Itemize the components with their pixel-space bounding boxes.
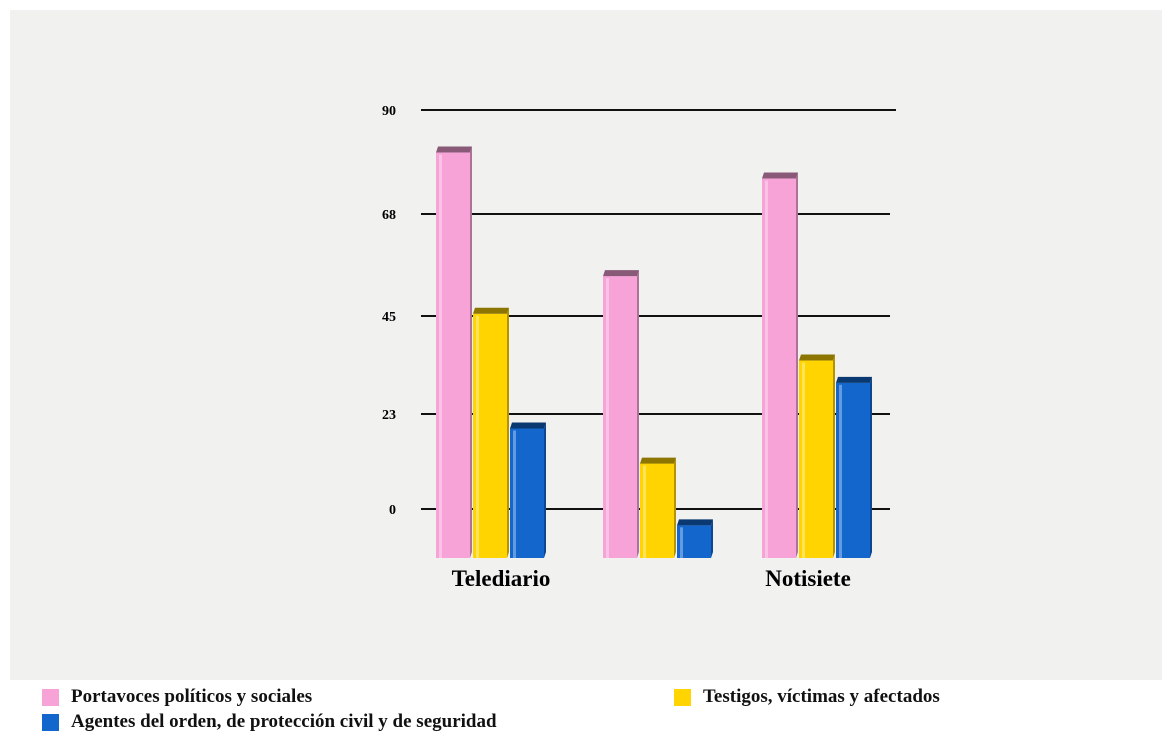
bar-side xyxy=(870,376,872,558)
legend-item-agentes: Agentes del orden, de protección civil y… xyxy=(42,711,497,733)
bar-side xyxy=(674,457,676,558)
bar-highlight xyxy=(643,465,646,558)
legend: Portavoces políticos y sociales Testigos… xyxy=(28,680,1028,740)
bar-highlight xyxy=(606,278,609,558)
legend-label-testigos: Testigos, víctimas y afectados xyxy=(703,686,940,707)
legend-item-testigos: Testigos, víctimas y afectados xyxy=(674,686,940,708)
bar xyxy=(510,428,544,558)
bar xyxy=(640,463,674,558)
bar-side xyxy=(833,354,835,558)
bar-top xyxy=(510,422,546,429)
legend-label-portavoces: Portavoces políticos y sociales xyxy=(71,686,313,707)
bar-side xyxy=(711,519,713,558)
chart-panel xyxy=(10,10,1162,680)
bar-top xyxy=(640,457,676,464)
bar xyxy=(836,382,870,558)
bar xyxy=(677,525,711,558)
category-label: Notisiete xyxy=(765,566,851,591)
bar-top xyxy=(473,307,509,314)
bar-highlight xyxy=(513,430,516,558)
bar-top xyxy=(603,270,639,277)
legend-item-portavoces: Portavoces políticos y sociales xyxy=(42,686,312,708)
y-tick-label: 68 xyxy=(382,208,396,223)
bar xyxy=(799,360,833,558)
legend-swatch-testigos xyxy=(674,688,691,706)
category-label: Telediario xyxy=(452,566,551,591)
bar-top xyxy=(762,172,798,179)
bar-side xyxy=(507,307,509,558)
bar-highlight xyxy=(839,384,842,558)
legend-label-agentes: Agentes del orden, de protección civil y… xyxy=(71,711,497,732)
bar xyxy=(473,313,507,558)
bar-highlight xyxy=(680,527,683,558)
y-tick-label: 0 xyxy=(389,503,396,518)
y-tick-label: 45 xyxy=(382,310,396,325)
bar-side xyxy=(796,172,798,558)
bar xyxy=(762,178,796,558)
bar-highlight xyxy=(476,315,479,558)
y-tick-label: 90 xyxy=(382,104,396,119)
bar-chart: 0 23 45 68 90 Telediario Notisiete xyxy=(382,104,896,591)
bar-top xyxy=(677,519,713,526)
bar-side xyxy=(544,422,546,558)
legend-swatch-portavoces xyxy=(42,688,59,706)
bar xyxy=(603,276,637,558)
bar-top xyxy=(436,146,472,153)
bar-highlight xyxy=(439,154,442,558)
bar-top xyxy=(836,376,872,383)
bar xyxy=(436,152,470,558)
y-tick-label: 23 xyxy=(382,408,396,423)
bar-top xyxy=(799,354,835,361)
bar-side xyxy=(470,146,472,558)
bar-highlight xyxy=(765,180,768,558)
bar-highlight xyxy=(802,362,805,558)
bar-side xyxy=(637,270,639,558)
legend-swatch-agentes xyxy=(42,713,59,731)
